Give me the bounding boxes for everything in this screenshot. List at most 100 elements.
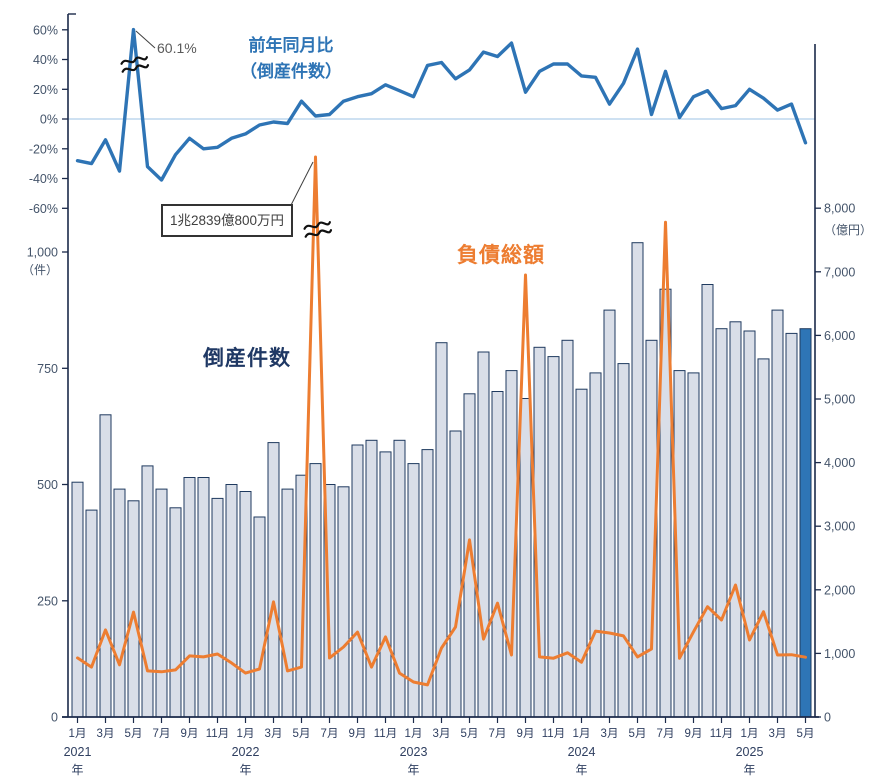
bar	[589, 372, 602, 718]
axis-label: （件）	[22, 263, 58, 277]
bar	[701, 284, 714, 718]
bar	[715, 328, 728, 718]
month-label: 3月	[601, 728, 619, 740]
bar	[631, 242, 644, 718]
month-label: 5月	[293, 728, 311, 740]
axis-label: 0	[51, 711, 58, 725]
bar	[225, 484, 238, 718]
axis-label: 3,000	[824, 520, 855, 534]
liabilities-note-leader-line	[287, 161, 314, 212]
liabilities-spike-break-mark	[303, 221, 333, 238]
bar	[561, 339, 574, 718]
month-label: 7月	[657, 728, 675, 740]
month-label: 1月	[741, 728, 759, 740]
month-label: 11月	[374, 728, 397, 740]
year-label: 2023	[400, 745, 428, 759]
axis-label: 250	[37, 594, 58, 608]
month-label: 9月	[181, 728, 199, 740]
yoy-spike-break-mark	[120, 56, 150, 73]
axis-label: 1,000	[824, 647, 855, 661]
year-unit-label: 年	[71, 763, 83, 777]
yoy-line	[75, 27, 808, 182]
month-label: 3月	[769, 728, 787, 740]
yoy-series-label-line2: （倒産件数）	[240, 62, 342, 81]
axis-label: 4,000	[824, 456, 855, 470]
axis-label: （億円）	[824, 223, 872, 237]
bar	[757, 358, 770, 718]
axis-label: 8,000	[824, 202, 855, 216]
month-label: 9月	[517, 728, 535, 740]
axis-label: 0%	[40, 113, 58, 127]
bar	[547, 356, 560, 718]
bar	[141, 465, 154, 718]
liabilities-series-label: 負債総額	[457, 244, 545, 267]
axis-label: 0	[824, 711, 831, 725]
bar	[309, 463, 322, 718]
month-label: 1月	[405, 728, 423, 740]
month-label: 3月	[433, 728, 451, 740]
axis-label: 750	[37, 362, 58, 376]
bar	[687, 372, 700, 718]
bar	[113, 488, 126, 718]
axis-label: 500	[37, 478, 58, 492]
bar	[729, 321, 742, 718]
yoy-spike-value-label: 60.1%	[157, 40, 197, 56]
bar	[197, 477, 210, 718]
year-unit-label: 年	[239, 763, 251, 777]
bar	[281, 488, 294, 718]
month-label: 3月	[97, 728, 115, 740]
bar-highlighted-latest	[799, 328, 812, 718]
bar	[785, 332, 798, 718]
year-label: 2025	[736, 745, 764, 759]
month-label: 1月	[237, 728, 255, 740]
bar	[743, 330, 756, 718]
bar	[169, 507, 182, 718]
bankruptcy-count-series-label: 倒産件数	[203, 347, 291, 370]
month-label: 5月	[629, 728, 647, 740]
axis-label: -60%	[29, 202, 58, 216]
month-label: 9月	[349, 728, 367, 740]
bar	[603, 309, 616, 718]
month-label: 7月	[489, 728, 507, 740]
bar	[71, 481, 84, 718]
month-label: 7月	[153, 728, 171, 740]
month-label: 9月	[685, 728, 703, 740]
axis-label: 6,000	[824, 329, 855, 343]
bar	[211, 497, 224, 718]
axis-label: 5,000	[824, 393, 855, 407]
yoy-spike-leader-line	[135, 30, 156, 49]
month-label: 11月	[542, 728, 565, 740]
bar	[127, 500, 140, 718]
month-label: 5月	[797, 728, 815, 740]
bar	[85, 509, 98, 718]
yoy-series-label-line1: 前年同月比	[248, 36, 334, 55]
bar	[491, 391, 504, 718]
axis-label: -20%	[29, 142, 58, 156]
bar	[617, 363, 630, 718]
bar	[519, 398, 532, 718]
bar	[267, 442, 280, 718]
month-label: 3月	[265, 728, 283, 740]
year-label: 2022	[232, 745, 260, 759]
month-label: 1月	[69, 728, 87, 740]
bar	[449, 430, 462, 718]
month-label: 7月	[321, 728, 339, 740]
axis-label: 2,000	[824, 583, 855, 597]
month-label: 5月	[461, 728, 479, 740]
axis-label: 20%	[33, 83, 58, 97]
bar	[239, 491, 252, 718]
year-label: 2021	[64, 745, 92, 759]
bar	[253, 516, 266, 718]
year-unit-label: 年	[575, 763, 587, 777]
axis-label: 60%	[33, 23, 58, 37]
axis-label: 1,000	[27, 246, 58, 260]
bar	[379, 451, 392, 718]
liabilities-peak-note-box: 1兆2839億800万円	[161, 204, 293, 237]
bar	[183, 477, 196, 718]
axis-label: 7,000	[824, 265, 855, 279]
bar	[337, 486, 350, 718]
axis-label: 40%	[33, 53, 58, 67]
axis-label: -40%	[29, 172, 58, 186]
